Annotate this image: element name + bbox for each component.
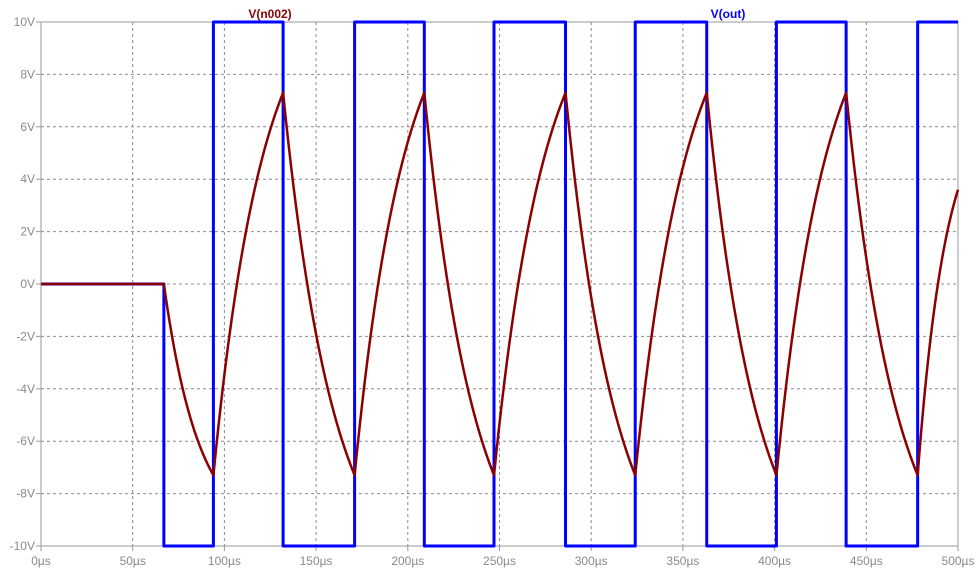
x-tick-label: 50µs [120, 554, 146, 568]
x-tick-label: 350µs [666, 554, 699, 568]
y-tick-label: -4V [16, 382, 35, 396]
x-tick-label: 250µs [483, 554, 516, 568]
series-v-n002-line [41, 91, 960, 477]
x-tick-label: 300µs [575, 554, 608, 568]
x-tick-label: 150µs [300, 554, 333, 568]
x-tick-label: 0µs [31, 554, 51, 568]
y-tick-label: -10V [10, 539, 35, 553]
legend-label-v-n002: V(n002) [248, 7, 291, 21]
y-tick-label: 0V [20, 277, 35, 291]
y-axis: 10V 8V 6V 4V 2V 0V -2V -4V -6V -8V -10V [10, 15, 41, 553]
y-tick-label: 6V [20, 120, 35, 134]
series-v-out-line [41, 20, 958, 548]
legend: V(out) V(n002) [248, 7, 745, 21]
traces [41, 20, 960, 548]
x-tick-label: 200µs [391, 554, 424, 568]
y-tick-label: -2V [16, 329, 35, 343]
y-tick-label: -6V [16, 434, 35, 448]
grid [41, 22, 958, 546]
legend-label-v-out: V(out) [711, 7, 746, 21]
y-tick-label: 10V [14, 15, 35, 29]
y-tick-label: 2V [20, 225, 35, 239]
x-tick-label: 500µs [942, 554, 975, 568]
x-axis: 0µs 50µs 100µs 150µs 200µs 250µs 300µs 350µs 400… [31, 546, 974, 568]
y-tick-label: -8V [16, 487, 35, 501]
y-tick-label: 8V [20, 67, 35, 81]
x-tick-label: 400µs [758, 554, 791, 568]
y-tick-label: 4V [20, 172, 35, 186]
x-tick-label: 450µs [850, 554, 883, 568]
x-tick-label: 100µs [208, 554, 241, 568]
